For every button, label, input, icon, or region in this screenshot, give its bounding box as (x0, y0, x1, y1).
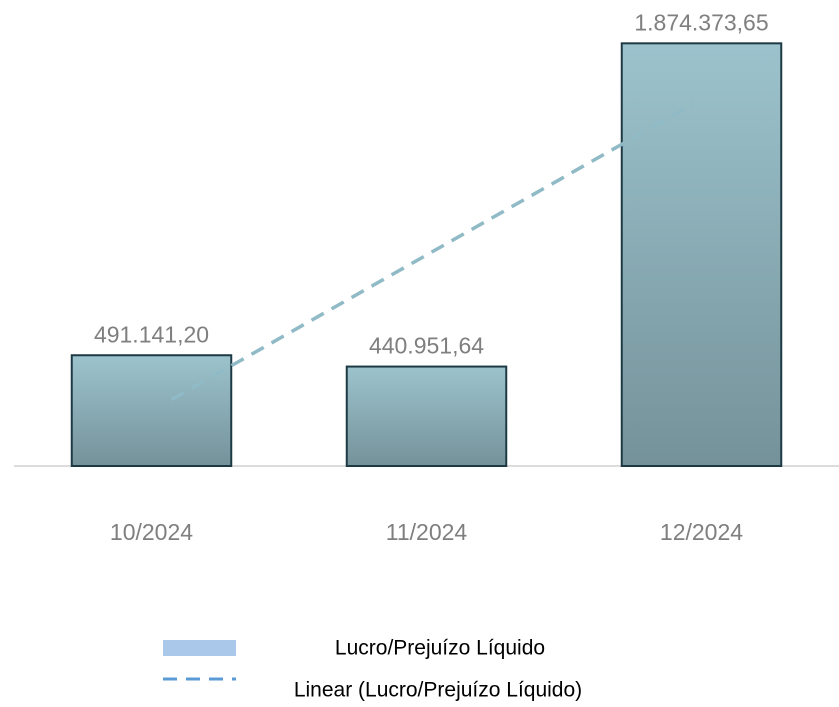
legend-label: Lucro/Prejuízo Líquido (335, 637, 545, 660)
x-tick-label: 11/2024 (386, 519, 468, 545)
trendline (170, 102, 695, 402)
bar (70, 354, 233, 467)
value-label: 440.951,64 (369, 333, 484, 359)
x-tick-label: 10/2024 (110, 519, 193, 545)
value-label: 1.874.373,65 (634, 9, 768, 35)
legend-swatch (163, 640, 236, 656)
value-label: 491.141,20 (94, 321, 209, 347)
x-tick-label: 12/2024 (660, 519, 743, 545)
legend-label: Linear (Lucro/Prejuízo Líquido) (294, 679, 582, 702)
bar (345, 365, 508, 467)
bar (620, 42, 783, 468)
